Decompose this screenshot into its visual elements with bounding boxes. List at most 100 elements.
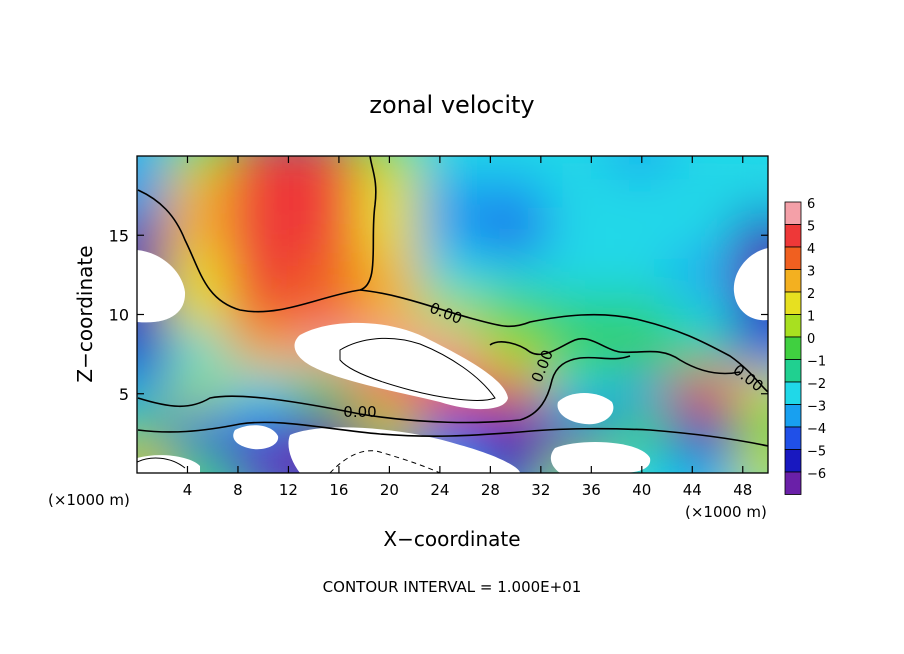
field-cell <box>418 292 487 337</box>
field-cell <box>355 173 423 218</box>
colorbar: 6 5 4 3 2 1 0 −1 −2 −3 −4 −5 −6 <box>784 197 826 495</box>
field-cell <box>418 213 487 258</box>
undefined-regions <box>137 248 768 473</box>
field-cell <box>292 253 360 297</box>
zero-contours <box>137 156 768 473</box>
field-cell <box>137 173 171 218</box>
field-cell <box>418 253 487 297</box>
white-blob-mid <box>557 393 614 425</box>
plot-area <box>137 156 768 473</box>
field-cell <box>355 253 423 297</box>
colorbar-label: −3 <box>807 400 826 415</box>
field-cell <box>166 332 234 376</box>
field-cell <box>418 156 487 178</box>
field-cell <box>229 292 297 337</box>
contour-line-lower <box>137 421 768 447</box>
colorbar-swatch <box>784 269 802 293</box>
field-cell <box>166 371 234 416</box>
field-cell <box>482 156 550 178</box>
field-cell <box>608 292 676 337</box>
x-tick-label: 24 <box>430 481 449 499</box>
field-cell <box>229 253 297 297</box>
field-cell <box>229 213 297 258</box>
field-cell <box>671 451 739 473</box>
colorbar-label: 2 <box>807 287 815 302</box>
white-blob-center <box>294 322 508 410</box>
x-unit-right: (×1000 m) <box>685 503 767 521</box>
field-cell <box>734 173 768 218</box>
x-tick-label: 40 <box>632 481 651 499</box>
field-cell <box>482 213 550 258</box>
colorbar-swatch <box>784 336 802 360</box>
field-cell <box>292 173 360 218</box>
field-cell <box>608 213 676 258</box>
x-tick-label: 20 <box>380 481 399 499</box>
x-tick-label: 4 <box>183 481 193 499</box>
colorbar-swatch <box>784 381 802 405</box>
x-unit-left: (×1000 m) <box>48 491 130 509</box>
field-cell <box>355 213 423 258</box>
x-tick-label: 36 <box>582 481 601 499</box>
field-cell <box>355 156 423 178</box>
colorbar-swatch <box>784 314 802 338</box>
colorbar-label: 0 <box>807 332 815 347</box>
field-cell <box>545 156 613 178</box>
field-cell <box>482 292 550 337</box>
colorbar-label: −4 <box>807 422 826 437</box>
chart-title: zonal velocity <box>369 91 534 119</box>
colorbar-swatch <box>784 404 802 428</box>
colorbar-swatch <box>784 201 802 225</box>
field-cell <box>166 213 234 258</box>
x-tick-label: 48 <box>733 481 752 499</box>
field-cell <box>137 332 171 376</box>
y-axis-label: Z−coordinate <box>73 245 97 382</box>
contour-line-upper <box>137 156 377 313</box>
colorbar-label: 6 <box>807 197 815 212</box>
field-cell <box>671 213 739 258</box>
field-cell <box>229 371 297 416</box>
x-tick-label: 8 <box>233 481 243 499</box>
colorbar-swatch <box>784 471 802 495</box>
field-cell <box>292 156 360 178</box>
field-cell <box>671 173 739 218</box>
x-tick-label: 12 <box>279 481 298 499</box>
colorbar-label: 1 <box>807 310 815 325</box>
x-tick-label: 28 <box>481 481 500 499</box>
field-cell <box>608 371 676 416</box>
white-blob-bottom-right <box>550 442 651 473</box>
colorbar-swatch <box>784 359 802 383</box>
contour-line-thin-center <box>339 337 496 401</box>
colorbar-swatch <box>784 224 802 248</box>
colorbar-label: −5 <box>807 445 826 460</box>
field-cell <box>137 156 171 178</box>
contour-line-right-wiggle <box>489 337 741 375</box>
field-cell <box>608 332 676 376</box>
field-cell <box>671 371 739 416</box>
field-cell <box>734 411 768 456</box>
colorbar-label: −1 <box>807 355 826 370</box>
colorbar-label: −6 <box>807 467 826 482</box>
field-cell <box>229 173 297 218</box>
contour-interval-footer: CONTOUR INTERVAL = 1.000E+01 <box>323 578 582 596</box>
field-cell <box>137 411 171 456</box>
field-cell <box>166 173 234 218</box>
contour-line-bottom-left <box>137 457 186 469</box>
colorbar-swatch <box>784 291 802 315</box>
colorbar-label: −2 <box>807 377 826 392</box>
field-cell <box>545 173 613 218</box>
colorbar-swatch <box>784 426 802 450</box>
y-tick-label: 15 <box>109 226 129 245</box>
y-tick-label: 10 <box>109 306 129 325</box>
white-blob-bottom-left <box>233 425 279 450</box>
field-cell <box>608 253 676 297</box>
white-blob-lower-left <box>137 455 200 473</box>
white-blob-right <box>733 248 768 321</box>
field-cell <box>229 156 297 178</box>
contour-line-dashed <box>329 450 441 473</box>
field-cell <box>166 156 234 178</box>
x-tick-label: 44 <box>683 481 702 499</box>
white-blob-bottom <box>288 427 520 473</box>
x-tick-label: 16 <box>329 481 348 499</box>
